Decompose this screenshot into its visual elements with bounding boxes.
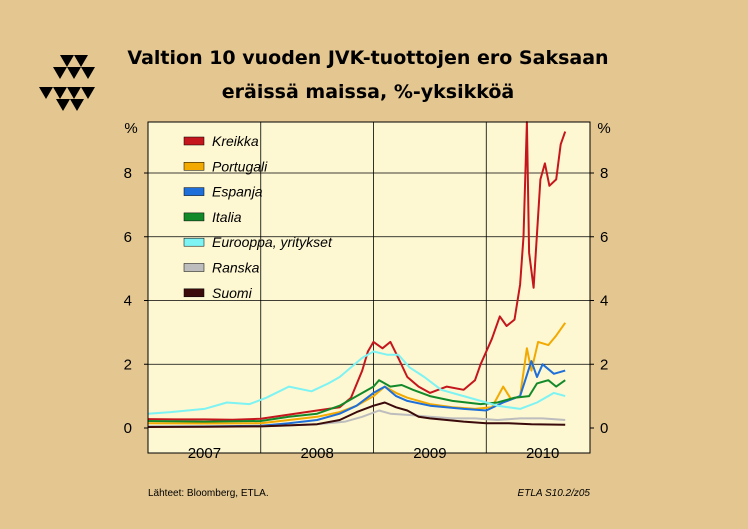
source-note: Lähteet: Bloomberg, ETLA.: [148, 488, 269, 499]
legend-label: Portugali: [212, 158, 268, 174]
y-tick-label-right: 2: [600, 356, 608, 373]
series-line-5: [147, 350, 566, 415]
legend-swatch: [183, 263, 205, 272]
y-tick-label-left: 8: [124, 165, 132, 182]
x-tick-label: 2008: [300, 445, 333, 462]
legend-label: Ranska: [212, 260, 260, 276]
y-axis-unit-left: %: [124, 120, 137, 137]
legend-swatch: [183, 237, 205, 247]
y-axis-ticks: 0 0 2 2 4 4 6 6 8 8: [124, 165, 609, 437]
legend-swatch: [183, 288, 205, 298]
y-tick-label-left: 6: [124, 229, 132, 246]
chart-title: Valtion 10 vuoden JVK-tuottojen ero Saks…: [127, 47, 608, 69]
legend-swatch: [183, 162, 205, 171]
legend-swatch: [183, 136, 205, 146]
legend: Kreikka Portugali Espanja Italia Eurooppa, y…: [183, 133, 333, 301]
y-tick-label-right: 0: [600, 420, 608, 437]
y-tick-label-right: 4: [600, 293, 608, 310]
chart-subtitle: eräissä maissa, %-yksikköä: [222, 81, 514, 103]
plot-frame: [147, 121, 591, 454]
legend-swatch: [183, 212, 205, 222]
series-line-7: [147, 401, 566, 428]
legend-label: Italia: [212, 209, 242, 225]
y-axis-unit-right: %: [597, 120, 610, 137]
x-axis-ticks: 2007 2008 2009 2010: [188, 445, 560, 462]
x-tick-label: 2009: [413, 445, 446, 462]
etla-logo: [39, 55, 95, 111]
figure-code: ETLA S10.2/z05: [518, 488, 591, 499]
y-tick-label-left: 2: [124, 356, 132, 373]
legend-swatch: [183, 187, 205, 196]
series-line-4: [147, 379, 566, 423]
legend-label: Espanja: [212, 184, 263, 200]
legend-label: Suomi: [212, 285, 253, 301]
series-line-3: [148, 360, 566, 428]
x-tick-label: 2010: [526, 445, 559, 462]
x-tick-label: 2007: [188, 445, 221, 462]
y-tick-label-left: 0: [124, 420, 132, 437]
y-tick-label-right: 8: [600, 165, 608, 182]
legend-label: Eurooppa, yritykset: [212, 234, 333, 250]
legend-label: Kreikka: [212, 133, 259, 149]
series-line-1: [147, 121, 567, 421]
grid-lines: [148, 122, 590, 453]
y-tick-label-left: 4: [124, 293, 132, 310]
series-layer: [147, 121, 567, 428]
y-tick-label-right: 6: [600, 229, 608, 246]
